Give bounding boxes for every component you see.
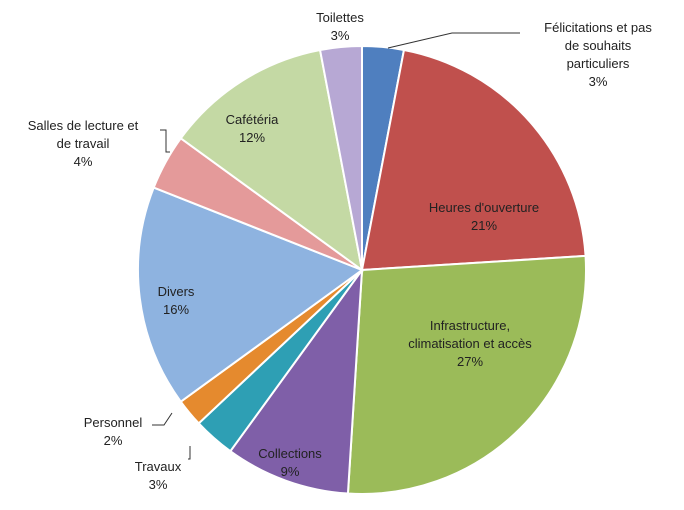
- slice-percent: 3%: [149, 477, 168, 492]
- slice-percent: 3%: [589, 74, 608, 89]
- slice-percent: 21%: [471, 218, 497, 233]
- slice-label-line: Toilettes: [316, 10, 364, 25]
- label-toilettes: Toilettes 3%: [316, 10, 364, 43]
- slice-percent: 9%: [281, 464, 300, 479]
- slice-label-line: climatisation et accès: [408, 336, 532, 351]
- slice-label-line: Salles de lecture et: [28, 118, 139, 133]
- slice-label-line: Infrastructure,: [430, 318, 510, 333]
- leader-lines-group: [152, 32, 520, 460]
- leader-line-personnel: [152, 412, 173, 426]
- slice-cafeteria: [179, 48, 364, 273]
- slice-percent: 16%: [163, 302, 189, 317]
- leader-line-felicitations-et-pas-de-souhaits-particuliers: [387, 32, 520, 49]
- label-cafeteria: Cafétéria 12%: [226, 112, 280, 145]
- slices-group: [137, 44, 587, 495]
- label-divers: Divers 16%: [158, 284, 195, 317]
- slice-label-line: Félicitations et pas: [544, 20, 652, 35]
- slice-label-line: particuliers: [567, 56, 630, 71]
- slice-percent: 4%: [74, 154, 93, 169]
- slice-infrastructure-climatisation-et-acces: [346, 254, 587, 495]
- label-heures-d-ouverture: Heures d'ouverture 21%: [429, 200, 539, 233]
- leader-line-travaux: [188, 446, 191, 460]
- slice-percent: 12%: [239, 130, 265, 145]
- slice-percent: 27%: [457, 354, 483, 369]
- labels-group: Félicitations et pas de souhaits particuli…: [28, 10, 653, 492]
- slice-label-line: Cafétéria: [226, 112, 280, 127]
- slice-divers: [137, 186, 365, 404]
- slice-label-line: Collections: [258, 446, 322, 461]
- slice-toilettes: [318, 44, 363, 271]
- slice-heures-d-ouverture: [360, 48, 587, 272]
- label-personnel: Personnel 2%: [84, 415, 143, 448]
- label-collections: Collections 9%: [258, 446, 322, 479]
- leader-line-salles-de-lecture-et-de-travail: [160, 129, 170, 153]
- slice-collections: [228, 266, 364, 495]
- slice-percent: 3%: [331, 28, 350, 43]
- label-felicitations-et-pas-de-souhaits-particuliers: Félicitations et pas de souhaits particuli…: [544, 20, 652, 89]
- slice-label-line: Heures d'ouverture: [429, 200, 539, 215]
- label-infrastructure-climatisation-et-acces: Infrastructure, climatisation et accès 27%: [408, 318, 532, 369]
- slice-percent: 2%: [104, 433, 123, 448]
- label-travaux: Travaux 3%: [135, 459, 182, 492]
- slice-label-line: Personnel: [84, 415, 143, 430]
- slice-label-line: de souhaits: [565, 38, 632, 53]
- label-salles-de-lecture-et-de-travail: Salles de lecture et de travail 4%: [28, 118, 139, 169]
- slice-label-line: Divers: [158, 284, 195, 299]
- slice-label-line: de travail: [57, 136, 110, 151]
- slice-label-line: Travaux: [135, 459, 182, 474]
